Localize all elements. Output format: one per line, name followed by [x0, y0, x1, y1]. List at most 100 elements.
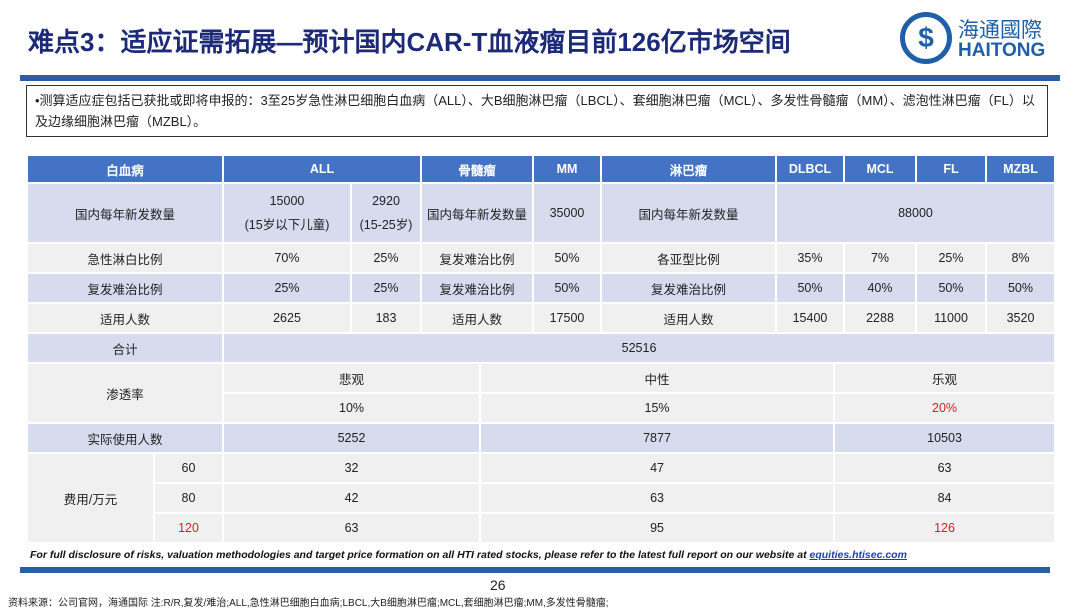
- cell: 63: [479, 482, 836, 514]
- header-cell: 骨髓瘤: [420, 154, 534, 184]
- table-row: 国内每年新发数量 15000 (15岁以下儿童) 2920 (15-25岁) 国内每…: [26, 182, 1056, 244]
- cell: 84: [833, 482, 1057, 514]
- scenario-label: 乐观: [833, 362, 1057, 394]
- scenario-label: 悲观: [222, 362, 482, 394]
- row-label: 复发难治比例: [600, 272, 777, 304]
- cell: 20%: [833, 392, 1057, 424]
- cell: 2920 (15-25岁): [350, 182, 422, 244]
- row-label: 国内每年新发数量: [26, 182, 224, 244]
- cell: 40%: [843, 272, 917, 304]
- cell: 50%: [532, 242, 602, 274]
- cost-row: 费用/万元 60 32 47 63: [26, 452, 1057, 544]
- market-table-upper: 白血病 ALL 骨髓瘤 MM 淋巴瘤 DLBCL MCL FL MZBL 国内每…: [26, 154, 1056, 334]
- row-label: 复发难治比例: [26, 272, 224, 304]
- title-divider: [20, 75, 1060, 81]
- table-row: 急性淋白比例 70% 25% 复发难治比例 50% 各亚型比例 35% 7% 2…: [26, 242, 1056, 274]
- cell: 10%: [222, 392, 482, 424]
- price-cell: 60: [152, 452, 225, 484]
- row-label: 适用人数: [26, 302, 224, 334]
- table-row: 复发难治比例 25% 25% 复发难治比例 50% 复发难治比例 50% 40%…: [26, 272, 1056, 304]
- cell: 25%: [915, 242, 987, 274]
- market-table-lower: 合计 52516 渗透率 悲观 中性 乐观 10% 15% 20% 实际使用人数…: [25, 332, 1057, 544]
- haitong-logo: $ 海通國際 HAITONG: [900, 12, 1060, 64]
- row-label: 复发难治比例: [420, 272, 534, 304]
- cell: 3520: [985, 302, 1056, 334]
- header-row: 白血病 ALL 骨髓瘤 MM 淋巴瘤 DLBCL MCL FL MZBL: [26, 154, 1056, 184]
- cost-row: 120 63 95 126: [27, 512, 1057, 544]
- total-row: 合计 52516: [25, 332, 1057, 364]
- row-label: 渗透率: [25, 362, 225, 424]
- page-title: 难点3：适应证需拓展—预计国内CAR-T血液瘤目前126亿市场空间: [28, 27, 791, 57]
- logo-en: HAITONG: [958, 40, 1046, 61]
- cell-value: 15000: [269, 193, 305, 208]
- header-cell: MZBL: [985, 154, 1056, 184]
- disclosure: For full disclosure of risks, valuation …: [30, 549, 1050, 561]
- price-cell: 120: [152, 512, 225, 544]
- row-label: 各亚型比例: [600, 242, 777, 274]
- cell: 5252: [222, 422, 482, 454]
- cell: 52516: [222, 332, 1057, 364]
- scenario-row: 渗透率 悲观 中性 乐观: [25, 362, 1057, 424]
- disclosure-text: For full disclosure of risks, valuation …: [30, 549, 810, 561]
- header-cell: FL: [915, 154, 987, 184]
- row-label: 适用人数: [420, 302, 534, 334]
- cell-sub: (15岁以下儿童): [244, 217, 330, 232]
- actual-row: 实际使用人数 5252 7877 10503: [25, 422, 1057, 454]
- cell: 15400: [775, 302, 845, 334]
- cell: 25%: [222, 272, 352, 304]
- row-label: 实际使用人数: [25, 422, 225, 454]
- cell: 7%: [843, 242, 917, 274]
- row-label: 急性淋白比例: [26, 242, 224, 274]
- cell: 95: [479, 512, 836, 544]
- disclosure-link[interactable]: equities.htisec.com: [809, 549, 907, 561]
- header-cell: MCL: [843, 154, 917, 184]
- cell: 63: [833, 452, 1057, 484]
- cell: 50%: [915, 272, 987, 304]
- note-box: •测算适应症包括已获批或即将申报的：3至25岁急性淋巴细胞白血病（ALL）、大B…: [26, 85, 1048, 137]
- header-cell: DLBCL: [775, 154, 845, 184]
- cell: 15%: [479, 392, 836, 424]
- cell: 50%: [532, 272, 602, 304]
- cost-row: 80 42 63 84: [27, 482, 1057, 514]
- cell: 88000: [775, 182, 1056, 244]
- cell: 50%: [985, 272, 1056, 304]
- row-label: 复发难治比例: [420, 242, 534, 274]
- cell: 7877: [479, 422, 836, 454]
- cell: 11000: [915, 302, 987, 334]
- header-cell: MM: [532, 154, 602, 184]
- cell: 2288: [843, 302, 917, 334]
- cell: 35%: [775, 242, 845, 274]
- cell: 8%: [985, 242, 1056, 274]
- cell: 25%: [350, 272, 422, 304]
- cell: 10503: [833, 422, 1057, 454]
- cell: 183: [350, 302, 422, 334]
- cell-sub: (15-25岁): [359, 217, 413, 232]
- cell: 70%: [222, 242, 352, 274]
- source-note: 资料来源：公司官网，海通国际 注:R/R,复发/难治;ALL,急性淋巴细胞白血病…: [8, 598, 609, 609]
- header-cell: 淋巴瘤: [600, 154, 777, 184]
- cell: 63: [222, 512, 482, 544]
- table-row: 适用人数 2625 183 适用人数 17500 适用人数 15400 2288…: [26, 302, 1056, 334]
- row-label: 适用人数: [600, 302, 777, 334]
- price-cell: 80: [152, 482, 225, 514]
- cell: 15000 (15岁以下儿童): [222, 182, 352, 244]
- cell: 35000: [532, 182, 602, 244]
- cell: 47: [479, 452, 836, 484]
- page-number: 26: [490, 577, 506, 593]
- row-label: 国内每年新发数量: [420, 182, 534, 244]
- logo-icon: $: [900, 12, 952, 64]
- header-cell: ALL: [222, 154, 422, 184]
- header-cell: 白血病: [26, 154, 224, 184]
- cell: 126: [833, 512, 1057, 544]
- cell-value: 2920: [372, 193, 400, 208]
- cell: 42: [222, 482, 482, 514]
- logo-cn: 海通國際: [958, 19, 1042, 42]
- cell: 17500: [532, 302, 602, 334]
- row-label: 费用/万元: [26, 452, 155, 544]
- cell: 50%: [775, 272, 845, 304]
- row-label: 国内每年新发数量: [600, 182, 777, 244]
- penetration-row: 10% 15% 20%: [27, 392, 1057, 424]
- cell: 32: [222, 452, 482, 484]
- cell: 25%: [350, 242, 422, 274]
- scenario-label: 中性: [479, 362, 836, 394]
